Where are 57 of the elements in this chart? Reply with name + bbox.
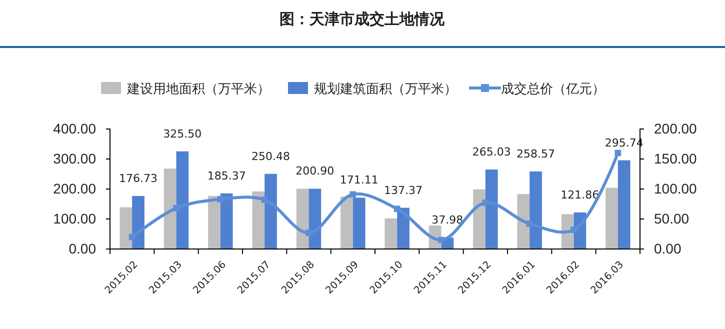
y2-tick-label: 100.00 [654, 180, 698, 196]
bar [264, 174, 277, 249]
legend-label: 成交总价（亿元） [501, 81, 605, 97]
chart-title: 图：天津市成交土地情况 [280, 10, 446, 28]
y-tick-label: 0.00 [68, 240, 96, 256]
point [614, 150, 622, 156]
data-label: 171.11 [340, 174, 378, 187]
point [217, 196, 224, 202]
data-label: 137.37 [384, 184, 423, 197]
bar [473, 189, 486, 249]
bar [517, 194, 530, 249]
point [350, 191, 356, 198]
data-label: 325.50 [163, 127, 202, 140]
data-label: 37.98 [432, 214, 464, 227]
bar [308, 188, 322, 249]
y-tick-label: 100.00 [53, 210, 96, 226]
point [526, 220, 533, 227]
bar [485, 169, 498, 249]
data-label: 185.37 [207, 169, 246, 182]
data-label: 121.86 [560, 188, 600, 202]
bar [252, 191, 265, 249]
bar [164, 168, 176, 249]
point [261, 196, 268, 203]
legend-label: 规划建筑面积（万平米） [314, 82, 457, 97]
y-tick-label: 200.00 [53, 180, 96, 196]
legend-label: 建设用地面积（万平米） [126, 82, 270, 97]
point [128, 234, 136, 240]
bar [132, 196, 144, 249]
y2-tick-label: 200.00 [654, 120, 698, 136]
y2-tick-label: 0.00 [654, 240, 682, 256]
bar [352, 198, 366, 249]
data-label: 176.73 [119, 172, 158, 185]
data-label: 250.48 [252, 150, 290, 163]
data-label: 265.03 [472, 145, 511, 158]
bar [397, 208, 410, 249]
point [306, 230, 312, 236]
bar [220, 193, 233, 249]
y-tick-label: 300.00 [53, 150, 96, 166]
bar [340, 196, 353, 249]
bar [530, 171, 542, 249]
point [173, 205, 180, 212]
bar [606, 188, 618, 249]
bar [120, 207, 132, 249]
point [570, 226, 577, 233]
bar [296, 188, 309, 249]
point [394, 206, 400, 212]
bar [208, 196, 220, 249]
y2-tick-label: 150.00 [654, 150, 698, 166]
bar [618, 160, 630, 249]
y2-tick-label: 50.00 [654, 210, 690, 226]
point [482, 200, 489, 206]
data-label: 258.57 [516, 147, 556, 160]
bar [176, 151, 189, 249]
bar [384, 218, 398, 249]
y-tick-label: 400.00 [53, 120, 96, 136]
point [438, 236, 444, 244]
data-label: 200.90 [296, 164, 334, 178]
